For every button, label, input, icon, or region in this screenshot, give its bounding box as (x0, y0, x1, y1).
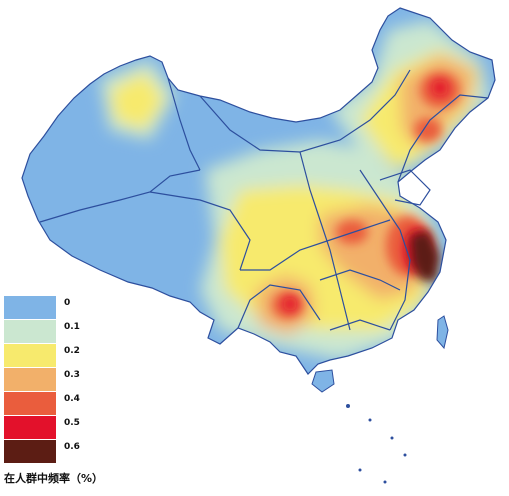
legend-swatch (4, 368, 56, 391)
legend-item: 0.6 (4, 440, 104, 464)
legend-item: 0.3 (4, 368, 104, 392)
legend-label: 0.5 (64, 418, 80, 428)
border-sichuan-east (240, 219, 391, 271)
legend-label: 0.2 (64, 346, 80, 356)
legend-label: 0.3 (64, 370, 80, 380)
legend-label: 0.1 (64, 322, 80, 332)
legend-item: 0.1 (4, 320, 104, 344)
country-outline (21, 7, 496, 375)
border-tibet-qinghai-sichuan (149, 191, 251, 271)
legend-item: 0.2 (4, 344, 104, 368)
legend-swatch (4, 320, 56, 343)
hotspot-level-6-east-coast (410, 230, 440, 282)
border-yunnan-guizhou (237, 284, 321, 329)
border-east-provinces (359, 169, 411, 331)
south-china-sea-islands (346, 404, 407, 484)
zone-level-2-northwest (110, 72, 165, 130)
legend-label: 0.4 (64, 394, 80, 404)
province-borders (21, 7, 496, 375)
legend-label: 0 (64, 298, 71, 308)
border-xinjiang-gansu (167, 77, 201, 171)
legend-swatch (4, 296, 56, 319)
legend-item: 0.4 (4, 392, 104, 416)
legend-item: 0.5 (4, 416, 104, 440)
legend-swatch (4, 416, 56, 439)
hainan-island (311, 369, 335, 393)
legend-item: 0 (4, 296, 104, 320)
border-central-north-south (299, 151, 351, 331)
border-inner-mongolia (199, 69, 411, 153)
border-guangdong (329, 319, 391, 331)
hotspot-level-4-central (336, 220, 368, 244)
border-shandong (379, 169, 431, 206)
legend-swatch (4, 392, 56, 415)
legend-swatch (4, 344, 56, 367)
legend-title: 在人群中频率（%） (4, 472, 104, 485)
hotspot-level-5-sw (283, 297, 297, 311)
legend-swatch (4, 440, 56, 463)
hotspot-level-5-ne (432, 80, 448, 96)
hotspot-level-4-ne-2 (414, 118, 442, 142)
border-hunan-jiangxi (319, 269, 401, 291)
border-northeast (397, 94, 489, 183)
legend-label: 0.6 (64, 442, 80, 452)
taiwan-island (436, 315, 449, 350)
legend: 0 0.1 0.2 0.3 0.4 0.5 0.6 (4, 296, 104, 464)
border-xinjiang-tibet (39, 169, 201, 223)
